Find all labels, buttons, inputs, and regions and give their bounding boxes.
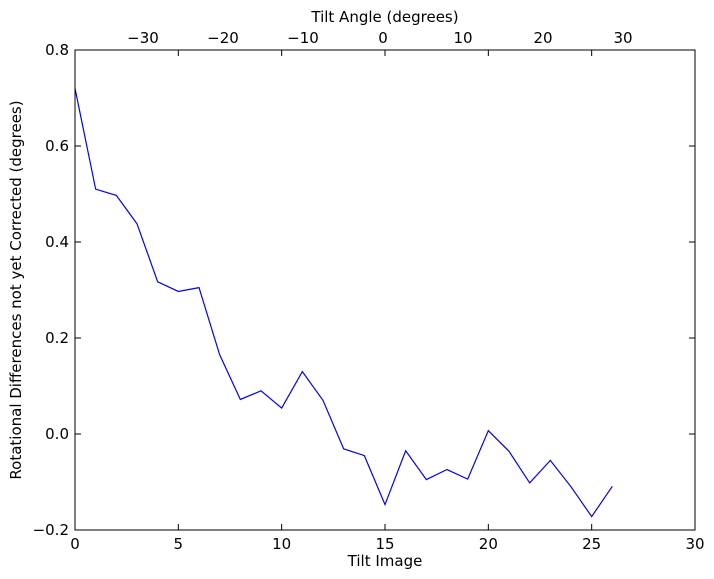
top-tick-label: 20 xyxy=(533,29,552,47)
y-axis-title: Rotational Differences not yet Corrected… xyxy=(7,100,25,479)
top-tick-label: 0 xyxy=(378,29,388,47)
y-tick-label: 0.2 xyxy=(45,329,69,347)
x-tick-label: 0 xyxy=(70,535,80,553)
x-tick-label: 5 xyxy=(174,535,184,553)
x-axis-title: Tilt Image xyxy=(347,552,423,570)
top-tick-label: −20 xyxy=(207,29,239,47)
plot-frame xyxy=(74,49,696,531)
x-tick-label: 25 xyxy=(582,535,601,553)
y-tick-label: 0.0 xyxy=(45,425,69,443)
y-tick-label: 0.8 xyxy=(45,41,69,59)
tick-labels: 0 5 10 15 20 25 30 −0.2 0.0 0.2 0.4 0.6 0.8 −30 −20 −10… xyxy=(33,29,705,553)
top-tick-label: −10 xyxy=(287,29,319,47)
top-tick-label: 10 xyxy=(453,29,472,47)
top-tick-label: −30 xyxy=(127,29,159,47)
x-tick-label: 20 xyxy=(479,535,498,553)
y-tick-label: 0.4 xyxy=(45,233,69,251)
top-axis-title: Tilt Angle (degrees) xyxy=(310,8,458,26)
y-tick-label: 0.6 xyxy=(45,137,69,155)
x-tick-label: 10 xyxy=(272,535,291,553)
x-tick-label: 15 xyxy=(375,535,394,553)
x-tick-label: 30 xyxy=(685,535,704,553)
y-tick-label: −0.2 xyxy=(33,521,69,539)
series-line xyxy=(74,88,613,518)
top-tick-label: 30 xyxy=(613,29,632,47)
plot-area xyxy=(75,50,695,530)
